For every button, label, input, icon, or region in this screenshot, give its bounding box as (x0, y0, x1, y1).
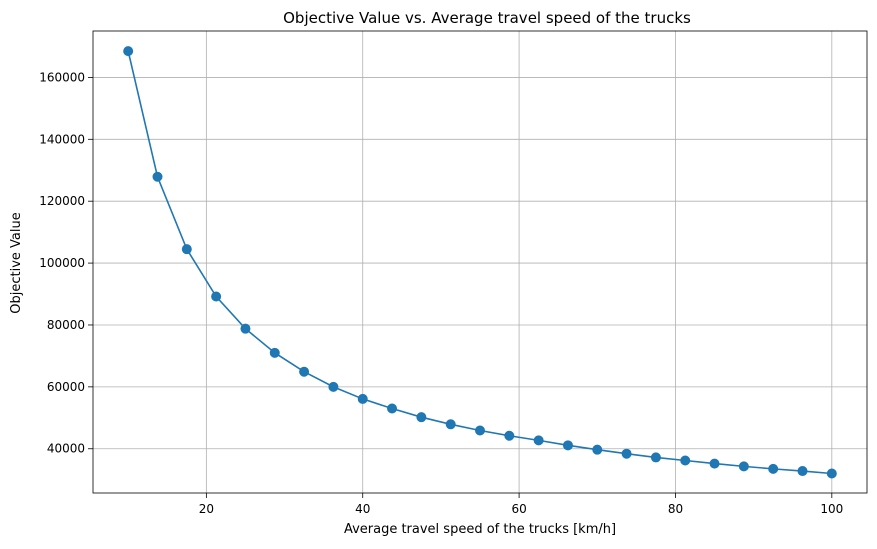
data-point (152, 171, 163, 182)
data-point (299, 366, 310, 377)
x-tick-label: 60 (511, 502, 526, 516)
axes: 20 40 60 80 100 40000 60000 80000 100000 120000 14… (39, 30, 868, 516)
data-point (592, 444, 603, 455)
data-point (387, 403, 398, 414)
data-point (650, 452, 661, 463)
y-axis-label: Objective Value (9, 212, 24, 313)
data-point (738, 461, 749, 472)
data-point (269, 347, 280, 358)
data-point (416, 412, 427, 423)
x-tick-label: 20 (199, 502, 214, 516)
y-tick-label: 80000 (47, 318, 85, 332)
plot-frame (92, 30, 868, 494)
data-point (826, 468, 837, 479)
y-tick-label: 100000 (39, 256, 85, 270)
data-point (445, 419, 456, 430)
chart-title: Objective Value vs. Average travel speed… (283, 9, 691, 27)
data-point (709, 458, 720, 469)
data-point (357, 393, 368, 404)
y-tick-label: 40000 (47, 442, 85, 456)
x-tick-label: 80 (668, 502, 683, 516)
data-point (533, 435, 544, 446)
data-point (768, 463, 779, 474)
data-point (562, 440, 573, 451)
y-tick-label: 160000 (39, 70, 85, 84)
data-point (797, 466, 808, 477)
data-point (123, 46, 134, 57)
data-point (211, 291, 222, 302)
data-point (240, 323, 251, 334)
data-point (328, 381, 339, 392)
data-point (621, 448, 632, 459)
y-tick-label: 140000 (39, 132, 85, 146)
data-point (475, 425, 485, 436)
x-tick-label: 40 (355, 502, 370, 516)
data-point (680, 455, 691, 466)
grid (93, 31, 867, 493)
series-layer (123, 46, 837, 479)
x-tick-label: 100 (820, 502, 843, 516)
y-tick-label: 120000 (39, 194, 85, 208)
data-point (181, 244, 192, 255)
data-point (504, 430, 515, 441)
y-tick-label: 60000 (47, 380, 85, 394)
x-axis-label: Average travel speed of the trucks [km/h… (344, 522, 616, 537)
